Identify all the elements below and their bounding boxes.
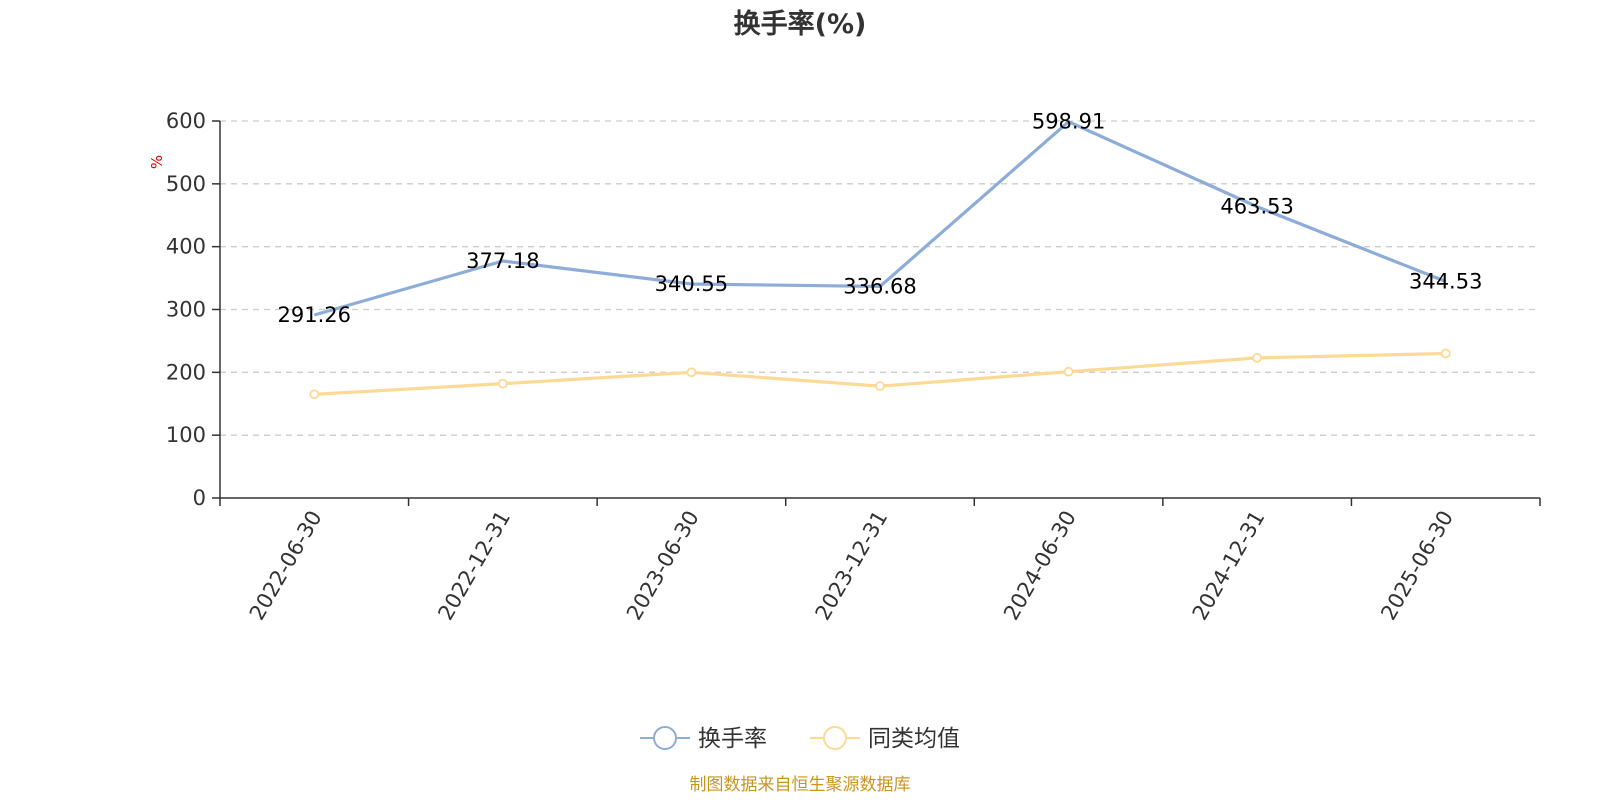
x-tick-label: 2024-12-31: [1188, 507, 1270, 625]
data-point: [875, 381, 885, 392]
data-label: 340.55: [655, 272, 728, 296]
legend-label: 同类均值: [868, 726, 960, 752]
data-point: [1440, 348, 1451, 359]
y-tick-label: 200: [166, 360, 206, 384]
data-point: [309, 389, 320, 400]
legend-item[interactable]: 换手率: [640, 726, 767, 752]
data-point: [1252, 352, 1263, 363]
data-label: 344.53: [1409, 270, 1482, 294]
legend-marker-icon: [653, 726, 677, 750]
series-lines: [309, 120, 1451, 400]
data-label: 598.91: [1032, 110, 1105, 134]
x-tick-label: 2022-06-30: [245, 507, 327, 625]
source-note: 制图数据来自恒生聚源数据库: [690, 775, 911, 795]
series-line: [313, 120, 1447, 317]
y-tick-label: 500: [166, 172, 206, 196]
x-tick-label: 2022-12-31: [433, 507, 515, 625]
x-tick-label: 2025-06-30: [1376, 507, 1458, 625]
x-tick-label: 2024-06-30: [999, 507, 1081, 625]
axes: 0 100 200 300 400 500 600 2022-06-30 2022-12-31 2…: [166, 109, 1541, 625]
chart-title: 换手率(%): [734, 8, 867, 40]
legend-label: 换手率: [698, 726, 767, 752]
data-point: [686, 367, 697, 378]
legend-item[interactable]: 同类均值: [810, 726, 960, 752]
y-tick-label: 0: [193, 486, 206, 510]
y-tick-label: 100: [166, 423, 206, 447]
data-label: 377.18: [466, 249, 539, 273]
y-tick-label: 300: [166, 298, 206, 322]
data-label: 463.53: [1220, 195, 1293, 219]
legend-marker-icon: [823, 726, 847, 750]
legend: 换手率 同类均值: [640, 726, 960, 752]
data-point: [497, 378, 508, 389]
data-point: [1063, 366, 1074, 377]
data-label: 336.68: [843, 274, 916, 298]
grid-lines: [220, 120, 1540, 436]
x-tick-label: 2023-06-30: [622, 507, 704, 625]
y-tick-label: 400: [166, 235, 206, 259]
y-tick-label: 600: [166, 109, 206, 133]
x-tick-label: 2023-12-31: [811, 507, 893, 625]
data-label: 291.26: [278, 303, 351, 327]
data-labels: 291.26 377.18 340.55 336.68 598.91 463.53 344.…: [278, 110, 1483, 327]
y-axis-unit-label: %: [148, 155, 166, 169]
